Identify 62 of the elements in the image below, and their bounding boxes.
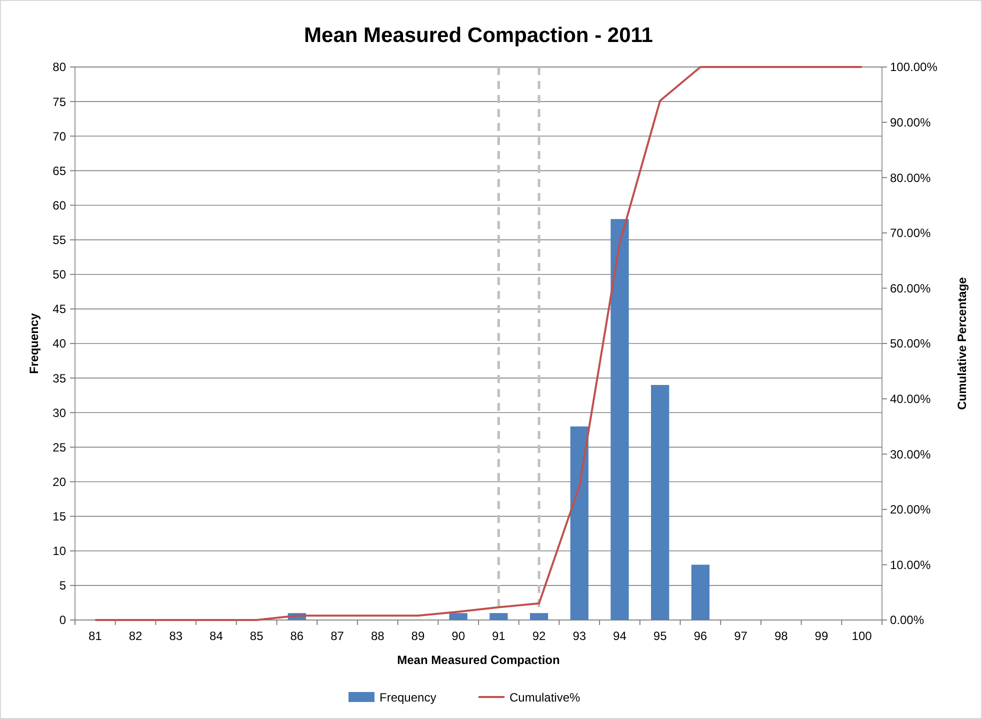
y2-tick-label: 10.00% — [890, 558, 932, 572]
bar — [490, 613, 508, 620]
x-tick-label: 94 — [613, 629, 627, 643]
chart-title: Mean Measured Compaction - 2011 — [304, 24, 654, 47]
x-tick-label: 82 — [128, 629, 143, 643]
y-tick-label: 35 — [52, 371, 66, 386]
x-tick-label: 98 — [774, 629, 788, 643]
y-tick-label: 60 — [52, 198, 66, 212]
y2-tick-label: 20.00% — [890, 502, 932, 517]
y2-tick-label: 0.00% — [890, 613, 924, 628]
y-tick-label: 0 — [59, 613, 66, 628]
y-tick-label: 50 — [52, 268, 66, 282]
bar — [610, 219, 629, 620]
y-tick-label: 5 — [59, 578, 66, 593]
x-tick-label: 88 — [370, 629, 385, 643]
y2-axis-title: Cumulative Percentage — [955, 276, 969, 410]
x-tick-label: 97 — [734, 629, 748, 643]
y-tick-label: 40 — [52, 336, 66, 351]
y2-tick-label: 80.00% — [890, 170, 932, 185]
x-tick-label: 89 — [411, 629, 425, 643]
y2-tick-label: 40.00% — [890, 392, 932, 406]
y-tick-label: 80 — [52, 60, 66, 74]
x-tick-label: 81 — [88, 629, 102, 643]
legend-label: Cumulative% — [510, 690, 581, 705]
bar — [530, 613, 548, 620]
x-tick-label: 86 — [290, 629, 304, 643]
x-tick-label: 85 — [250, 629, 264, 643]
x-tick-label: 92 — [532, 629, 546, 643]
line-series — [94, 66, 863, 621]
x-axis-title: Mean Measured Compaction — [397, 653, 560, 667]
y-axis-title: Frequency — [27, 312, 41, 374]
y2-tick-label: 90.00% — [890, 116, 932, 130]
x-tick-label: 90 — [452, 629, 466, 643]
y-tick-label: 55 — [52, 233, 66, 248]
bar — [691, 564, 710, 620]
bar — [449, 613, 468, 620]
y2-tick-label: 60.00% — [890, 281, 932, 296]
y2-tick-label: 30.00% — [890, 447, 932, 462]
y-tick-label: 30 — [52, 406, 66, 420]
y-tick-label: 45 — [52, 302, 66, 316]
bar — [650, 384, 670, 620]
x-tick-label: 93 — [572, 629, 586, 643]
y-tick-label: 20 — [52, 474, 66, 489]
y2-tick-label: 50.00% — [890, 336, 932, 351]
x-tick-label: 87 — [330, 629, 344, 643]
x-tick-label: 84 — [210, 629, 224, 643]
x-tick-label: 95 — [653, 629, 668, 643]
x-tick-label: 96 — [694, 629, 708, 643]
y-tick-label: 70 — [52, 129, 66, 144]
x-tick-label: 99 — [814, 629, 828, 643]
y-tick-label: 75 — [52, 94, 66, 109]
legend-label: Frequency — [380, 690, 436, 705]
y-tick-label: 10 — [52, 544, 66, 558]
x-tick-label: 100 — [852, 629, 872, 643]
y-tick-label: 65 — [52, 164, 66, 178]
y2-tick-label: 100.00% — [890, 60, 938, 74]
y2-tick-label: 70.00% — [890, 226, 932, 240]
x-tick-label: 83 — [169, 629, 183, 643]
bar — [570, 426, 588, 620]
y-tick-label: 15 — [52, 510, 66, 524]
x-tick-label: 91 — [492, 629, 506, 643]
y-tick-label: 25 — [52, 440, 66, 454]
